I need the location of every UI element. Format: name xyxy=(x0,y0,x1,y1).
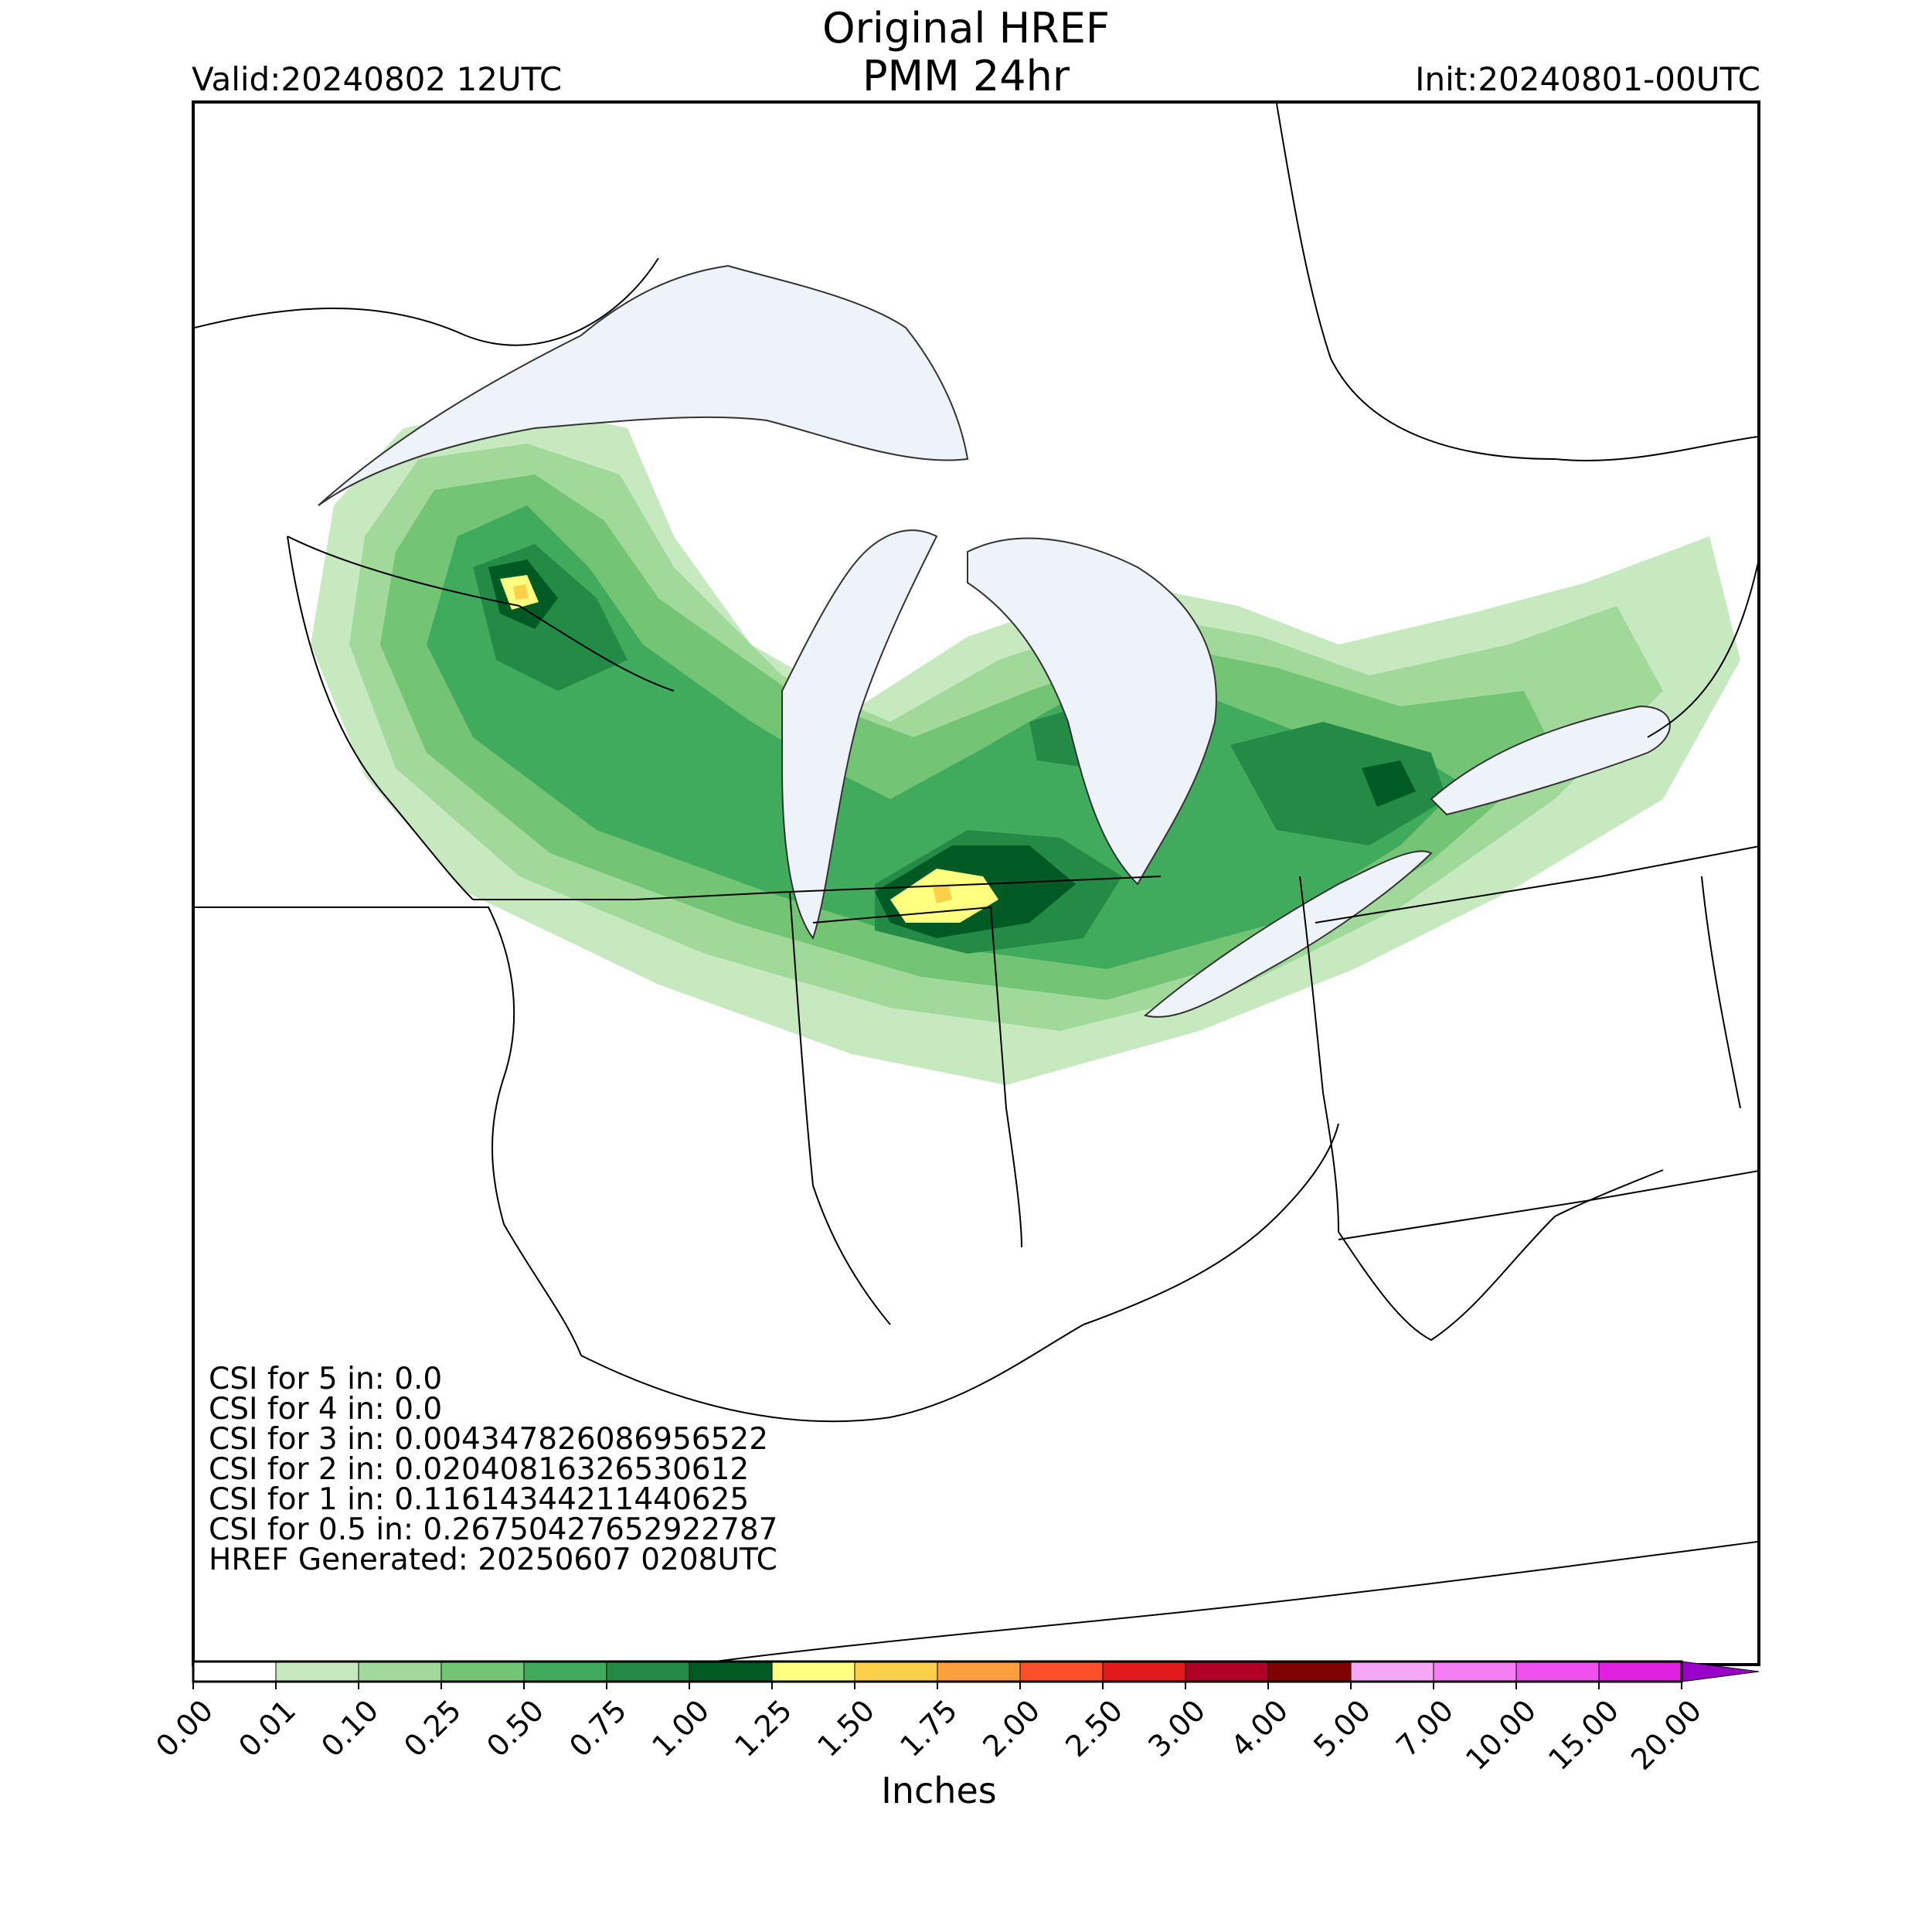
colorbar-box-8 xyxy=(854,1661,938,1682)
colorbar-tick-label: 3.00 xyxy=(1141,1693,1212,1764)
colorbar-box-10 xyxy=(1019,1661,1104,1682)
border-il-in xyxy=(789,891,891,1325)
border-quebec-ontario xyxy=(1276,104,1757,461)
colorbar-tick-label: 0.25 xyxy=(397,1693,468,1764)
valid-time-label: Valid:20240802 12UTC xyxy=(192,60,563,98)
precip-area-10 xyxy=(1362,760,1416,807)
border-ky-tn xyxy=(697,1541,1757,1663)
csi-stat-line: CSI for 1 in: 0.11614344211440625 xyxy=(209,1482,750,1517)
colorbar-box-1 xyxy=(275,1661,359,1682)
colorbar-tick-label: 1.00 xyxy=(645,1693,716,1764)
colorbar-box-3 xyxy=(440,1661,525,1682)
colorbar-extend-arrow xyxy=(1681,1661,1760,1682)
colorbar-tick-label: 1.50 xyxy=(811,1693,881,1764)
colorbar-tick-label: 0.00 xyxy=(149,1693,219,1764)
precip-map xyxy=(195,104,1757,1663)
lake-superior xyxy=(318,264,969,506)
colorbar-box-14 xyxy=(1350,1661,1434,1682)
borders-layer xyxy=(195,104,1757,1663)
border-ia-il xyxy=(195,906,582,1356)
colorbar-tick-label: 0.50 xyxy=(480,1693,550,1764)
colorbar-box-12 xyxy=(1185,1661,1269,1682)
lake-huron xyxy=(967,537,1217,886)
colorbar: 0.00 0.01 0.10 0.25 0.50 0.75 1.00 1.25 1.50 1.75… xyxy=(149,1660,1760,1770)
csi-stat-line: CSI for 3 in: 0.004347826086956522 xyxy=(209,1422,769,1457)
generated-time-line: HREF Generated: 20250607 0208UTC xyxy=(209,1543,777,1577)
init-time-label: Init:20240801-00UTC xyxy=(1415,60,1760,98)
csi-stat-line: CSI for 0.5 in: 0.26750427652922787 xyxy=(209,1512,778,1547)
precip-area-6 xyxy=(1230,722,1447,845)
border-pa-ny xyxy=(1315,845,1757,923)
precip-area-3 xyxy=(427,505,1462,969)
colorbar-tick-label: 5.00 xyxy=(1307,1693,1377,1764)
colorbar-tick-label: 1.25 xyxy=(728,1693,798,1764)
border-st-lawrence xyxy=(1647,562,1757,738)
colorbar-box-7 xyxy=(771,1661,855,1682)
border-ohio-river xyxy=(580,1123,1339,1423)
precip-area-14 xyxy=(513,584,529,600)
border-canada-us xyxy=(195,257,659,346)
colorbar-box-0 xyxy=(192,1661,277,1682)
border-oh-pa xyxy=(1299,876,1339,1233)
map-panel xyxy=(192,100,1760,1666)
colorbar-tick-label: 2.50 xyxy=(1059,1693,1129,1764)
csi-stat-line: CSI for 4 in: 0.0 xyxy=(209,1392,443,1427)
colorbar-tick-label: 0.01 xyxy=(232,1693,302,1764)
border-pa-md xyxy=(1338,1170,1757,1240)
colorbar-tick-label: 15.00 xyxy=(1542,1693,1625,1770)
border-in-oh xyxy=(812,906,1022,1248)
colorbar-tick-label: 0.10 xyxy=(315,1693,385,1764)
map-title-line1: Original HREF xyxy=(822,4,1110,53)
precip-area-13 xyxy=(933,884,952,903)
border-mi-in-oh xyxy=(789,876,1162,893)
colorbar-box-17 xyxy=(1598,1661,1682,1682)
colorbar-box-4 xyxy=(523,1661,607,1682)
colorbar-box-9 xyxy=(937,1661,1021,1682)
colorbar-box-16 xyxy=(1515,1661,1600,1682)
border-wv-va xyxy=(1338,1169,1664,1342)
colorbar-label: Inches xyxy=(881,1770,997,1811)
colorbar-tick-label: 1.75 xyxy=(893,1693,964,1764)
colorbar-tick-label: 0.75 xyxy=(563,1693,633,1764)
colorbar-ticks: 0.00 0.01 0.10 0.25 0.50 0.75 1.00 1.25 1.50 1.75… xyxy=(149,1682,1708,1770)
csi-stat-line: CSI for 5 in: 0.0 xyxy=(209,1362,443,1396)
colorbar-tick-label: 20.00 xyxy=(1624,1693,1708,1770)
csi-stats-box: CSI for 5 in: 0.0 CSI for 4 in: 0.0 CSI … xyxy=(209,1364,777,1575)
colorbar-box-5 xyxy=(606,1661,690,1682)
border-wi-il xyxy=(473,891,791,900)
map-title-line2: PMM 24hr xyxy=(862,52,1070,100)
colorbar-boxes xyxy=(192,1660,1760,1683)
colorbar-box-2 xyxy=(358,1661,442,1682)
colorbar-tick-label: 7.00 xyxy=(1389,1693,1460,1764)
border-mn-wi xyxy=(287,536,474,900)
colorbar-tick-label: 2.00 xyxy=(976,1693,1046,1764)
border-ny-vt xyxy=(1701,876,1741,1109)
colorbar-box-15 xyxy=(1433,1661,1517,1682)
colorbar-box-11 xyxy=(1102,1661,1186,1682)
colorbar-box-13 xyxy=(1267,1661,1352,1682)
lake-erie xyxy=(1143,850,1433,1018)
colorbar-tick-label: 10.00 xyxy=(1459,1693,1543,1770)
colorbar-tick-label: 4.00 xyxy=(1224,1693,1294,1764)
colorbar-box-6 xyxy=(689,1661,773,1682)
border-wi-mi xyxy=(287,536,675,692)
csi-stat-line: CSI for 2 in: 0.02040816326530612 xyxy=(209,1452,750,1487)
lake-michigan xyxy=(781,529,938,940)
precip-layer xyxy=(311,405,1740,1085)
